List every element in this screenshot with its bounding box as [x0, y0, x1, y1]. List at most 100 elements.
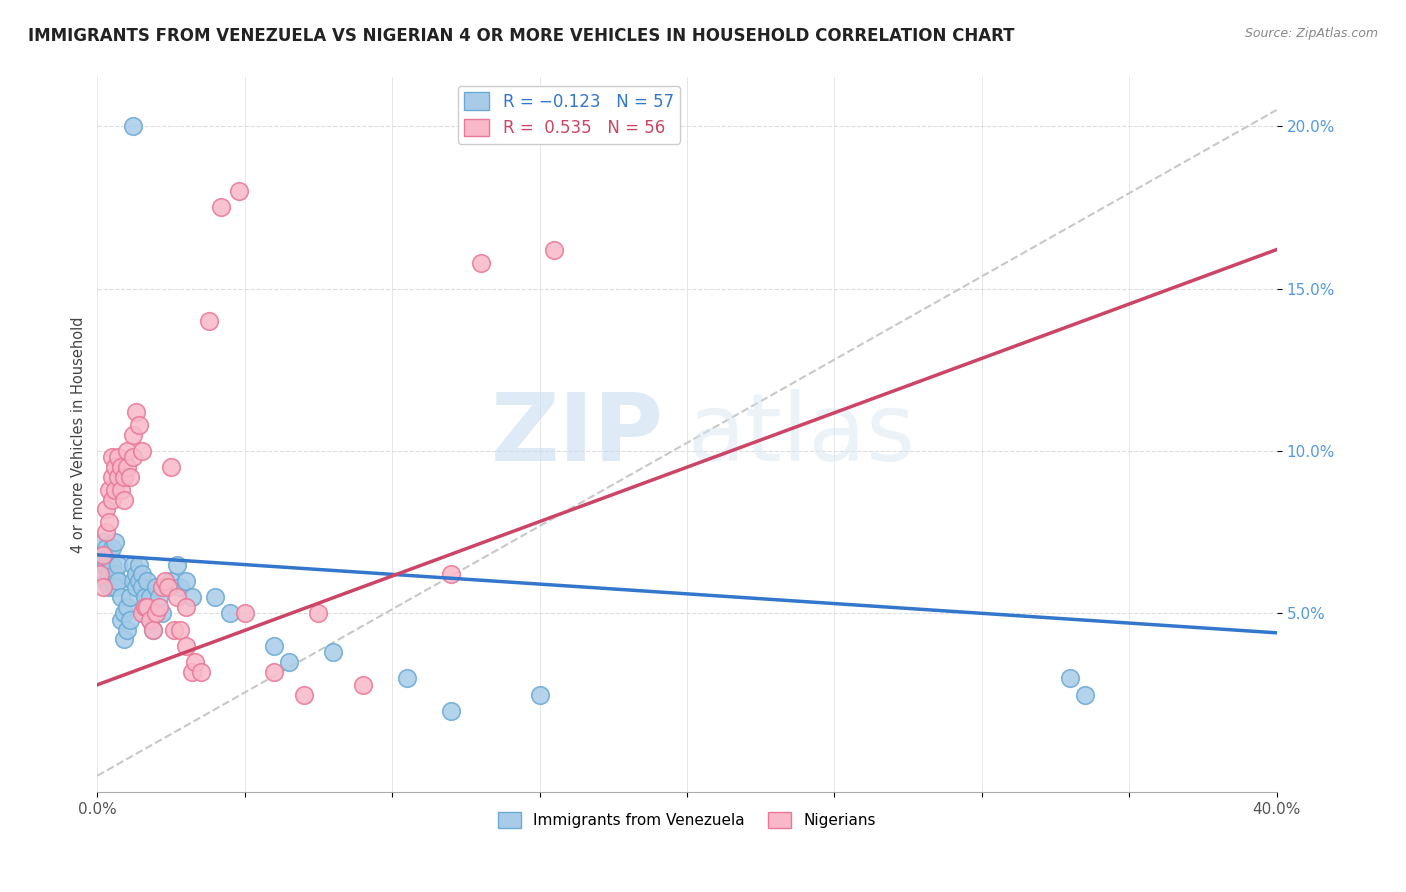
- Point: [263, 665, 285, 679]
- Point: [131, 580, 153, 594]
- Point: [163, 623, 186, 637]
- Point: [174, 639, 197, 653]
- Point: [110, 483, 132, 497]
- Point: [322, 645, 344, 659]
- Point: [101, 470, 124, 484]
- Point: [136, 574, 159, 588]
- Point: [98, 548, 121, 562]
- Point: [91, 558, 114, 572]
- Point: [263, 639, 285, 653]
- Point: [131, 567, 153, 582]
- Point: [139, 590, 162, 604]
- Point: [96, 525, 118, 540]
- Point: [174, 599, 197, 614]
- Point: [529, 688, 551, 702]
- Point: [98, 567, 121, 582]
- Point: [134, 590, 156, 604]
- Point: [89, 567, 111, 582]
- Point: [131, 444, 153, 458]
- Point: [440, 567, 463, 582]
- Point: [110, 613, 132, 627]
- Point: [101, 492, 124, 507]
- Point: [101, 574, 124, 588]
- Point: [96, 574, 118, 588]
- Point: [115, 444, 138, 458]
- Text: atlas: atlas: [688, 389, 915, 481]
- Point: [118, 590, 141, 604]
- Point: [91, 548, 114, 562]
- Point: [110, 460, 132, 475]
- Point: [145, 580, 167, 594]
- Point: [160, 460, 183, 475]
- Point: [91, 534, 114, 549]
- Point: [104, 483, 127, 497]
- Point: [174, 574, 197, 588]
- Point: [121, 119, 143, 133]
- Point: [96, 502, 118, 516]
- Point: [124, 580, 146, 594]
- Point: [101, 558, 124, 572]
- Point: [308, 607, 330, 621]
- Point: [169, 623, 191, 637]
- Point: [121, 427, 143, 442]
- Point: [543, 243, 565, 257]
- Point: [124, 405, 146, 419]
- Point: [104, 460, 127, 475]
- Point: [209, 200, 232, 214]
- Point: [101, 541, 124, 556]
- Point: [440, 704, 463, 718]
- Point: [278, 655, 301, 669]
- Point: [118, 470, 141, 484]
- Point: [228, 184, 250, 198]
- Legend: Immigrants from Venezuela, Nigerians: Immigrants from Venezuela, Nigerians: [492, 806, 882, 834]
- Point: [110, 590, 132, 604]
- Point: [134, 607, 156, 621]
- Point: [470, 255, 492, 269]
- Point: [166, 590, 188, 604]
- Point: [104, 580, 127, 594]
- Point: [139, 613, 162, 627]
- Point: [96, 541, 118, 556]
- Point: [198, 314, 221, 328]
- Point: [115, 460, 138, 475]
- Point: [131, 607, 153, 621]
- Point: [118, 613, 141, 627]
- Point: [115, 599, 138, 614]
- Point: [150, 607, 173, 621]
- Point: [160, 574, 183, 588]
- Point: [112, 607, 135, 621]
- Point: [98, 483, 121, 497]
- Point: [107, 470, 129, 484]
- Point: [145, 607, 167, 621]
- Point: [91, 580, 114, 594]
- Point: [121, 574, 143, 588]
- Point: [148, 590, 170, 604]
- Point: [101, 450, 124, 465]
- Point: [166, 558, 188, 572]
- Point: [134, 599, 156, 614]
- Point: [107, 574, 129, 588]
- Point: [157, 580, 180, 594]
- Point: [169, 580, 191, 594]
- Point: [121, 450, 143, 465]
- Point: [121, 558, 143, 572]
- Point: [219, 607, 242, 621]
- Point: [180, 665, 202, 679]
- Point: [142, 623, 165, 637]
- Point: [98, 516, 121, 530]
- Point: [128, 574, 150, 588]
- Point: [112, 632, 135, 647]
- Point: [292, 688, 315, 702]
- Point: [115, 623, 138, 637]
- Text: IMMIGRANTS FROM VENEZUELA VS NIGERIAN 4 OR MORE VEHICLES IN HOUSEHOLD CORRELATIO: IMMIGRANTS FROM VENEZUELA VS NIGERIAN 4 …: [28, 27, 1015, 45]
- Point: [352, 678, 374, 692]
- Point: [204, 590, 226, 604]
- Point: [107, 558, 129, 572]
- Point: [128, 558, 150, 572]
- Point: [124, 567, 146, 582]
- Point: [104, 534, 127, 549]
- Point: [142, 623, 165, 637]
- Text: ZIP: ZIP: [491, 389, 664, 481]
- Point: [148, 599, 170, 614]
- Point: [183, 655, 205, 669]
